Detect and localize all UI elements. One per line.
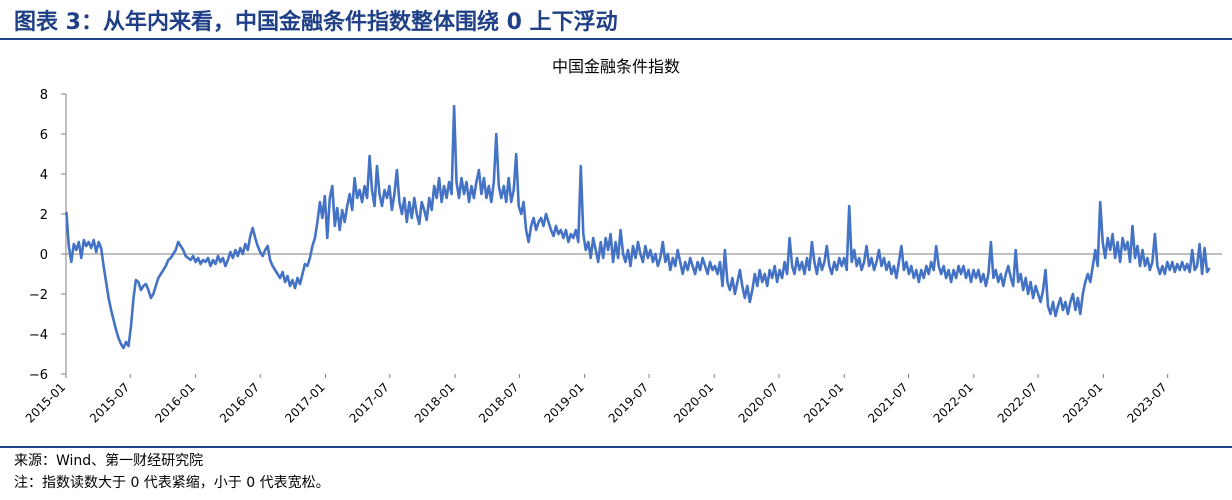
y-tick-label: −6 <box>29 368 48 383</box>
chart-title: 中国金融条件指数 <box>552 57 680 76</box>
x-tick-label: 2020-01 <box>671 380 716 425</box>
x-tick-label: 2015-01 <box>23 380 68 425</box>
x-tick-label: 2019-07 <box>606 380 651 425</box>
x-tick-label: 2021-01 <box>801 380 846 425</box>
x-tick-label: 2017-07 <box>347 380 392 425</box>
plot-area <box>65 104 1211 350</box>
fci-series-line <box>65 104 1211 350</box>
y-tick-label: 8 <box>40 88 48 103</box>
x-tick-label: 2018-01 <box>412 380 457 425</box>
y-tick-label: 4 <box>40 168 48 183</box>
report-footer: 来源：Wind、第一财经研究院 注：指数读数大于 0 代表紧缩，小于 0 代表宽… <box>14 450 330 494</box>
header-divider <box>0 38 1232 40</box>
x-tick-label: 2020-07 <box>736 380 781 425</box>
figure-title: 图表 3：从年内来看，中国金融条件指数整体围绕 0 上下浮动 <box>14 10 618 35</box>
x-tick-label: 2022-01 <box>931 380 976 425</box>
x-tick-label: 2018-07 <box>476 380 521 425</box>
x-tick-label: 2023-01 <box>1060 380 1105 425</box>
x-tick-label: 2023-07 <box>1124 380 1169 425</box>
y-tick-label: 0 <box>40 248 48 263</box>
y-tick-label: −4 <box>29 328 48 343</box>
y-tick-label: −2 <box>29 288 48 303</box>
y-tick-label: 2 <box>40 208 48 223</box>
footer-divider <box>0 446 1232 448</box>
x-tick-label: 2019-01 <box>541 380 586 425</box>
footnote: 注：指数读数大于 0 代表紧缩，小于 0 代表宽松。 <box>14 475 330 491</box>
x-tick-label: 2022-07 <box>995 380 1040 425</box>
line-chart: 中国金融条件指数 −6 −4 −2 0 2 4 6 8 2015-01 2015-07 2016-0… <box>23 57 1222 426</box>
x-tick-label: 2015-07 <box>87 380 132 425</box>
report-header: 图表 3：从年内来看，中国金融条件指数整体围绕 0 上下浮动 <box>0 0 1232 40</box>
x-tick-label: 2016-01 <box>152 380 197 425</box>
source-note: 来源：Wind、第一财经研究院 <box>14 453 204 469</box>
x-tick-label: 2021-07 <box>865 380 910 425</box>
chart-axes: −6 −4 −2 0 2 4 6 8 2015-01 2015-07 2016-01 2016-07 2… <box>23 88 1222 426</box>
x-tick-label: 2016-07 <box>217 380 262 425</box>
y-tick-label: 6 <box>40 128 48 143</box>
x-tick-label: 2017-01 <box>282 380 327 425</box>
